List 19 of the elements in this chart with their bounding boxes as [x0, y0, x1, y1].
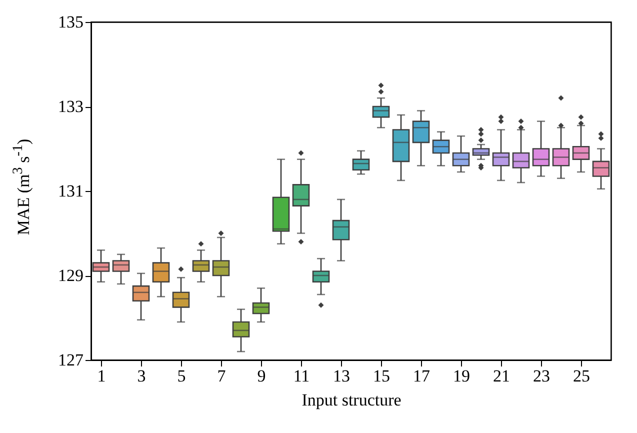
x-tick-label: 3: [137, 366, 146, 386]
y-tick-label: 129: [58, 266, 84, 285]
x-tick-label: 7: [217, 366, 226, 386]
x-tick-label: 15: [373, 366, 390, 386]
x-tick-label: 21: [493, 366, 510, 386]
x-tick-label: 17: [413, 366, 430, 386]
x-tick-label: 9: [257, 366, 266, 386]
y-tick-label: 133: [58, 97, 84, 116]
x-tick-label: 13: [333, 366, 350, 386]
x-tick-label: 5: [177, 366, 186, 386]
y-tick-label: 127: [58, 350, 84, 370]
y-tick-label: 135: [58, 12, 84, 32]
x-tick-label: 1: [97, 366, 106, 386]
x-tick-label: 11: [293, 366, 310, 386]
y-tick-label: 131: [58, 182, 84, 200]
x-tick-label: 19: [453, 366, 470, 386]
x-tick-label: 25: [573, 366, 590, 386]
x-axis-title: Input structure: [302, 390, 402, 410]
x-tick-label: 23: [533, 366, 550, 386]
